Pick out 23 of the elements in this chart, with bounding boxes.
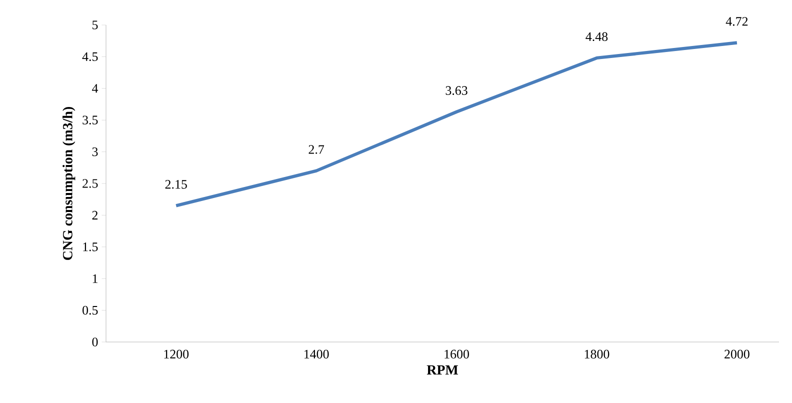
x-axis-title: RPM [426, 365, 458, 374]
data-label: 4.48 [586, 32, 608, 42]
data-label: 2.7 [308, 145, 324, 154]
data-label: 4.72 [726, 17, 748, 26]
y-tick-label: 1.5 [83, 242, 98, 252]
data-label: 2.15 [165, 180, 187, 189]
data-label: 3.63 [446, 86, 468, 95]
x-tick-label: 1600 [444, 350, 469, 359]
y-tick-label: 3 [92, 147, 98, 156]
y-tick-label: 4.5 [82, 52, 98, 62]
y-tick-label: 5 [92, 20, 98, 30]
y-tick-label: 0 [92, 338, 98, 346]
y-axis-title: CNG consumption (m3/h) [62, 107, 76, 260]
y-tick-label: 2 [92, 210, 98, 220]
y-tick-label: 2.5 [82, 179, 98, 188]
x-tick-label: 1400 [304, 350, 329, 359]
x-tick-label: 2000 [724, 350, 750, 359]
y-tick-label: 3.5 [82, 116, 98, 124]
y-tick-label: 4 [92, 84, 98, 93]
y-tick-label: 0.5 [82, 306, 98, 315]
y-tick-label: 1 [92, 274, 98, 283]
x-tick-label: 1200 [164, 350, 189, 359]
x-tick-label: 1800 [584, 350, 610, 359]
